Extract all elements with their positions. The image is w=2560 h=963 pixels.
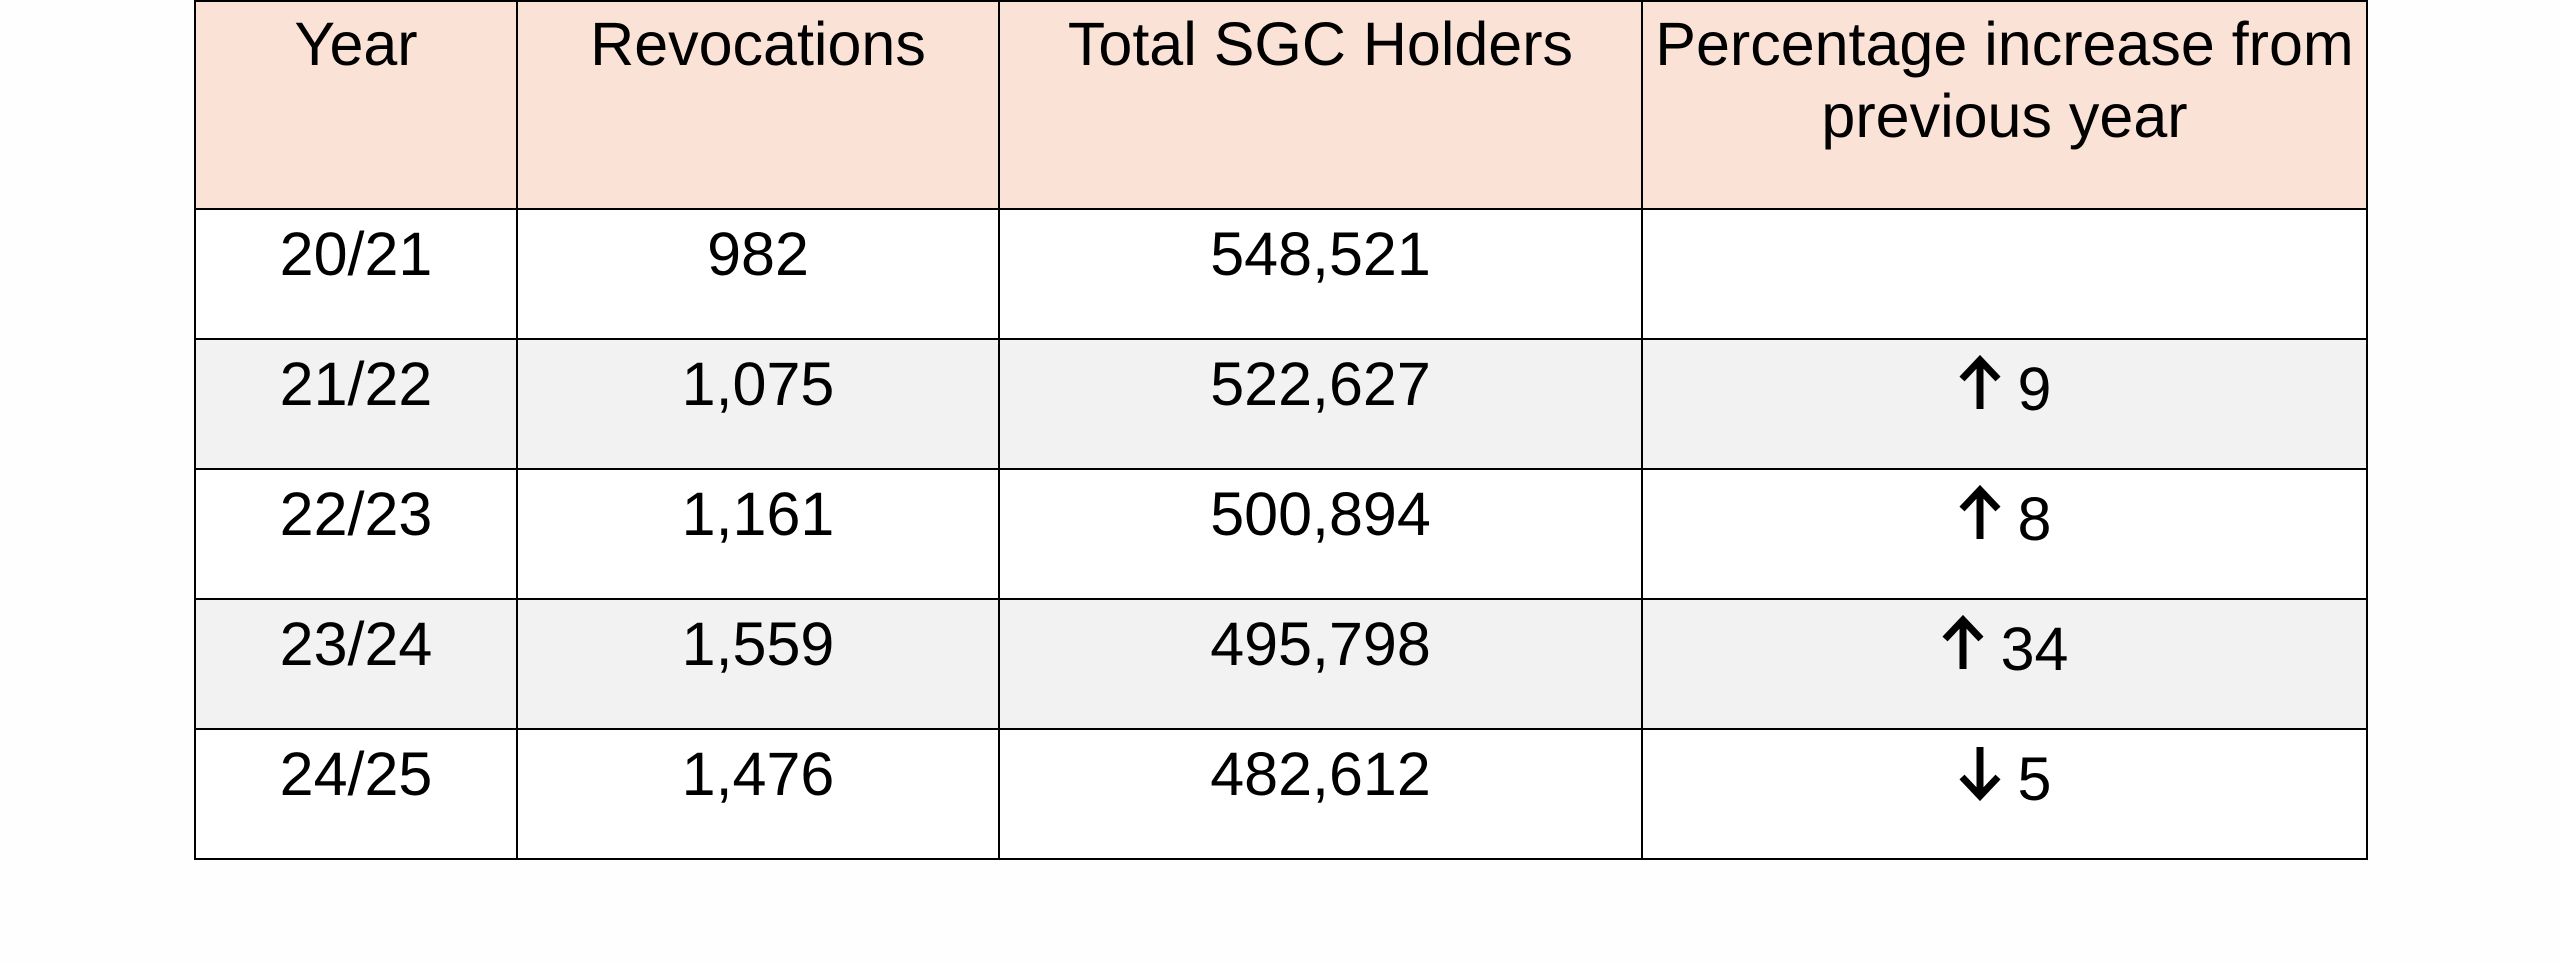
cell-year: 24/25 bbox=[194, 728, 518, 860]
cell-revocations: 1,161 bbox=[516, 468, 1000, 600]
arrow-up-icon bbox=[1958, 354, 2001, 409]
cell-holders: 495,798 bbox=[998, 598, 1643, 730]
cell-revocations: 1,559 bbox=[516, 598, 1000, 730]
cell-holders: 482,612 bbox=[998, 728, 1643, 860]
col-header-percentage-increase: Percentage increase from previous year bbox=[1641, 0, 2368, 210]
table-row: 21/22 1,075 522,627 9 bbox=[194, 338, 2368, 470]
arrow-down-icon bbox=[1958, 746, 2001, 801]
cell-holders: 548,521 bbox=[998, 208, 1643, 340]
header-row: Year Revocations Total SGC Holders Perce… bbox=[194, 0, 2368, 210]
pct-value: 34 bbox=[2000, 614, 2069, 683]
cell-revocations: 982 bbox=[516, 208, 1000, 340]
col-header-revocations: Revocations bbox=[516, 0, 1000, 210]
pct-value: 9 bbox=[2017, 354, 2052, 423]
pct-value: 8 bbox=[2017, 484, 2052, 553]
cell-pct: 9 bbox=[1641, 338, 2368, 470]
cell-revocations: 1,476 bbox=[516, 728, 1000, 860]
cell-holders: 500,894 bbox=[998, 468, 1643, 600]
arrow-up-icon bbox=[1942, 614, 1984, 669]
table-row: 20/21 982 548,521 bbox=[194, 208, 2368, 340]
cell-revocations: 1,075 bbox=[516, 338, 1000, 470]
table-row: 23/24 1,559 495,798 34 bbox=[194, 598, 2368, 730]
cell-pct: 8 bbox=[1641, 468, 2368, 600]
cell-year: 21/22 bbox=[194, 338, 518, 470]
revocations-table: Year Revocations Total SGC Holders Perce… bbox=[194, 0, 2368, 860]
col-header-year: Year bbox=[194, 0, 518, 210]
table-row: 24/25 1,476 482,612 5 bbox=[194, 728, 2368, 860]
cell-year: 22/23 bbox=[194, 468, 518, 600]
col-header-total-sgc-holders: Total SGC Holders bbox=[998, 0, 1643, 210]
cell-pct bbox=[1641, 208, 2368, 340]
cell-holders: 522,627 bbox=[998, 338, 1643, 470]
arrow-up-icon bbox=[1958, 484, 2001, 539]
cell-pct: 34 bbox=[1641, 598, 2368, 730]
table-row: 22/23 1,161 500,894 8 bbox=[194, 468, 2368, 600]
cell-year: 23/24 bbox=[194, 598, 518, 730]
cell-year: 20/21 bbox=[194, 208, 518, 340]
cell-pct: 5 bbox=[1641, 728, 2368, 860]
pct-value: 5 bbox=[2017, 744, 2052, 813]
